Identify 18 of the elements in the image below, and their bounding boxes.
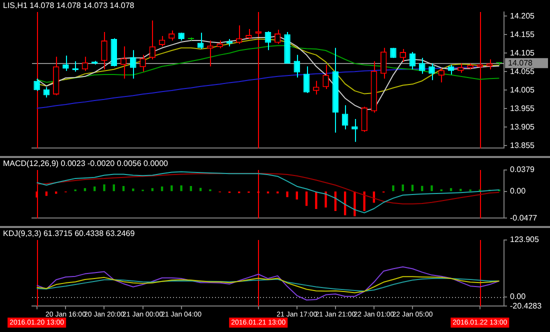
y-tick-label: 14.005	[510, 85, 536, 94]
y-tick-label: 0.0379	[510, 165, 536, 174]
y-tick-label: 14.155	[510, 30, 536, 39]
y-tick-label: 13.855	[510, 140, 536, 150]
y-tick-label: -20.4283	[510, 301, 542, 310]
y-tick-label: 123.905	[510, 235, 540, 244]
ref-line-label: 14.078	[508, 58, 534, 68]
y-tick-label: 13.905	[510, 122, 536, 132]
y-tick-label: 13.955	[510, 104, 536, 113]
chart-title: MACD(12,26,9) 0.0023 -0.0020 0.0056 0.0000	[3, 159, 169, 168]
y-tick-label: 14.205	[510, 11, 536, 20]
y-tick-label: -0.0477	[510, 213, 538, 222]
chart-title: KDJ(9,3,3) 61.3715 60.4338 63.2469	[3, 229, 136, 238]
y-tick-label: 14.055	[510, 66, 536, 76]
chart-title: LIS,H1 14.078 14.078 14.073 14.078	[3, 1, 135, 10]
y-tick-label: 0.00	[510, 186, 526, 196]
y-tick-label: 0.00	[510, 292, 526, 302]
y-tick-label: 14.105	[510, 48, 536, 58]
